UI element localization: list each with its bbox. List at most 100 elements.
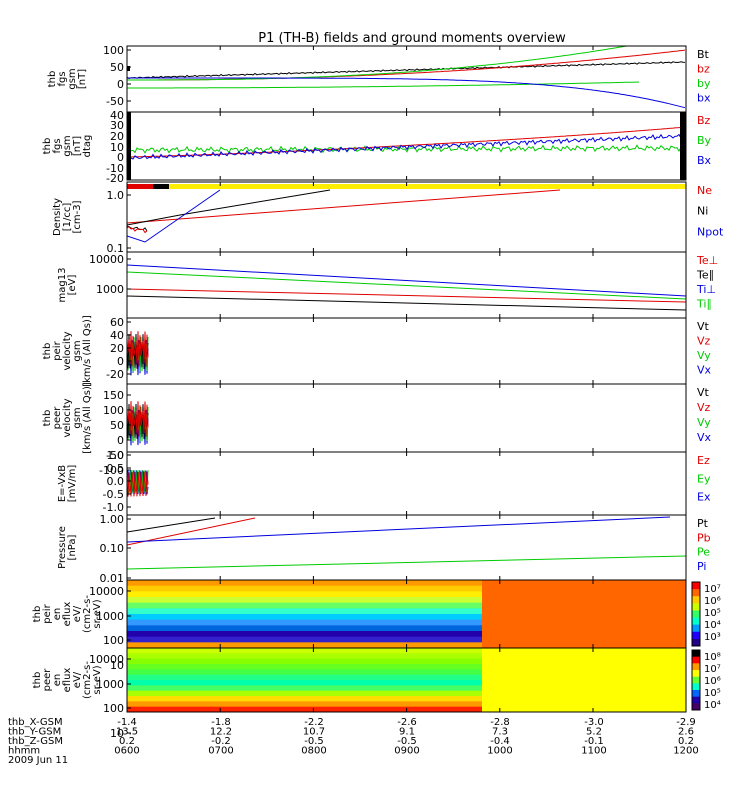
y-tick-label: 1000	[96, 678, 124, 691]
legend-entry: Ti∥	[696, 298, 712, 311]
flag-bar-black	[153, 184, 169, 189]
y-axis-label: thb	[32, 606, 43, 623]
colorbar-segment	[692, 617, 700, 626]
y-tick-label: 0	[117, 151, 124, 164]
y-tick-label: 0	[117, 78, 124, 91]
panel-content	[127, 401, 149, 446]
y-tick-label: 0.01	[100, 572, 125, 585]
series-Ne	[127, 189, 561, 224]
panel-content	[127, 184, 686, 243]
colorbar-segment	[692, 631, 700, 640]
colorbar-segment	[692, 596, 700, 604]
x-row-value: -2.2	[304, 717, 324, 728]
legend-entry: Te∥	[696, 269, 714, 282]
y-axis-label: dtag	[82, 135, 93, 158]
colorbar-segment	[692, 696, 700, 704]
colorbar-label: 10⁵	[704, 608, 721, 619]
y-axis-label: (cm2-s-	[82, 661, 93, 699]
series-by-upper	[127, 46, 630, 81]
x-row-value: 2.6	[678, 727, 694, 738]
legend-entry: Vt	[697, 320, 710, 333]
y-tick-label: 20	[110, 342, 124, 355]
spectrogram-band	[127, 631, 482, 638]
data-gap-bar-left	[127, 112, 131, 180]
y-axis-label: eflux	[62, 668, 73, 693]
spectrogram-band	[127, 625, 482, 632]
y-tick-label: -20	[106, 368, 124, 381]
y-axis-label: thb	[42, 343, 53, 360]
spectrogram-band	[127, 648, 482, 654]
y-axis-label: Density	[52, 198, 63, 236]
spectrogram-band	[127, 669, 482, 676]
y-tick-label: 10000	[89, 253, 124, 266]
x-row-value: 10.7	[303, 727, 325, 738]
y-tick-label: 0.0	[107, 475, 125, 488]
spectrogram-band	[127, 602, 482, 609]
panel-p7: 1.00.50.0-0.5-1.0 E=-VxB [mV/m] Ez Ey Ex	[57, 449, 711, 516]
y-axis-label: [mV/m]	[67, 465, 78, 503]
spectrogram-band	[127, 685, 482, 692]
colorbar-segment	[692, 603, 700, 611]
colorbar-label: 10⁶	[704, 596, 721, 607]
legend-entry: Vy	[697, 416, 711, 429]
colorbar-segment	[692, 670, 700, 678]
y-tick-label: 1.0	[107, 449, 125, 462]
y-tick-label: 10	[110, 659, 124, 672]
y-tick-label: -10	[106, 162, 124, 175]
y-axis-label: eV/	[72, 605, 83, 622]
y-tick-label: 1.0	[107, 189, 125, 202]
panel-p9: 10000 1000 100 10 thb peir en eflux eV/(cm2-s-sr…	[32, 579, 721, 672]
colorbar-segment	[692, 638, 700, 647]
y-axis-label: peir	[42, 603, 53, 623]
y-axis-label: en	[52, 674, 63, 687]
colorbar-label: 10⁴	[704, 620, 721, 631]
y-tick-label: 1000	[96, 283, 124, 296]
x-row-value: -0.2	[211, 736, 231, 747]
x-row-value: -2.8	[490, 717, 510, 728]
panel-frame	[126, 383, 687, 453]
legend-entry: Vx	[697, 364, 712, 377]
y-tick-label: -50	[106, 95, 124, 108]
y-axis-label: fgs	[52, 138, 63, 153]
x-row-value: 1100	[581, 746, 606, 757]
colorbar-label: 10⁷	[704, 584, 721, 595]
colorbar-segment	[692, 610, 700, 619]
y-tick-label: 0.10	[100, 542, 125, 555]
series-Pt	[127, 517, 216, 533]
panel-content	[127, 516, 686, 570]
y-axis-label: peer	[42, 668, 53, 692]
series-Ti-par	[127, 271, 686, 300]
series-bz	[127, 49, 686, 81]
spectrogram-band	[127, 636, 482, 643]
panel-content	[127, 331, 149, 376]
y-tick-label: 0.5	[107, 462, 125, 475]
colorbar-segment	[692, 582, 700, 590]
spectrogram-band	[127, 608, 482, 615]
panel-content	[127, 648, 686, 712]
y-tick-label: 100	[103, 404, 124, 417]
x-row-value: 1000	[487, 746, 512, 757]
spectrogram-band	[127, 580, 482, 587]
y-tick-label: -100	[99, 464, 124, 477]
x-row-label: thb_Y-GSM	[8, 727, 61, 738]
y-axis-label: [nT]	[77, 69, 88, 89]
colorbar-label: 10⁷	[704, 664, 721, 675]
x-row-value: -2.9	[676, 717, 696, 728]
x-row-value: 12.2	[210, 727, 232, 738]
y-tick-label: -0.5	[103, 488, 124, 501]
colorbar-segment	[692, 656, 700, 664]
y-tick-label: 0	[117, 434, 124, 447]
spectrogram-band	[127, 690, 482, 697]
x-row-value: 9.1	[399, 727, 415, 738]
legend-entry: By	[697, 134, 712, 147]
y-axis-label: eflux	[62, 602, 73, 627]
series-Ne-noise	[127, 226, 148, 234]
spectrogram-band	[127, 653, 482, 660]
y-tick-label: 40	[110, 109, 124, 122]
spectrogram-band	[127, 597, 482, 604]
y-axis-label: peer	[52, 406, 63, 430]
series-Bz	[127, 126, 686, 158]
x-row-value: -1.4	[117, 717, 137, 728]
